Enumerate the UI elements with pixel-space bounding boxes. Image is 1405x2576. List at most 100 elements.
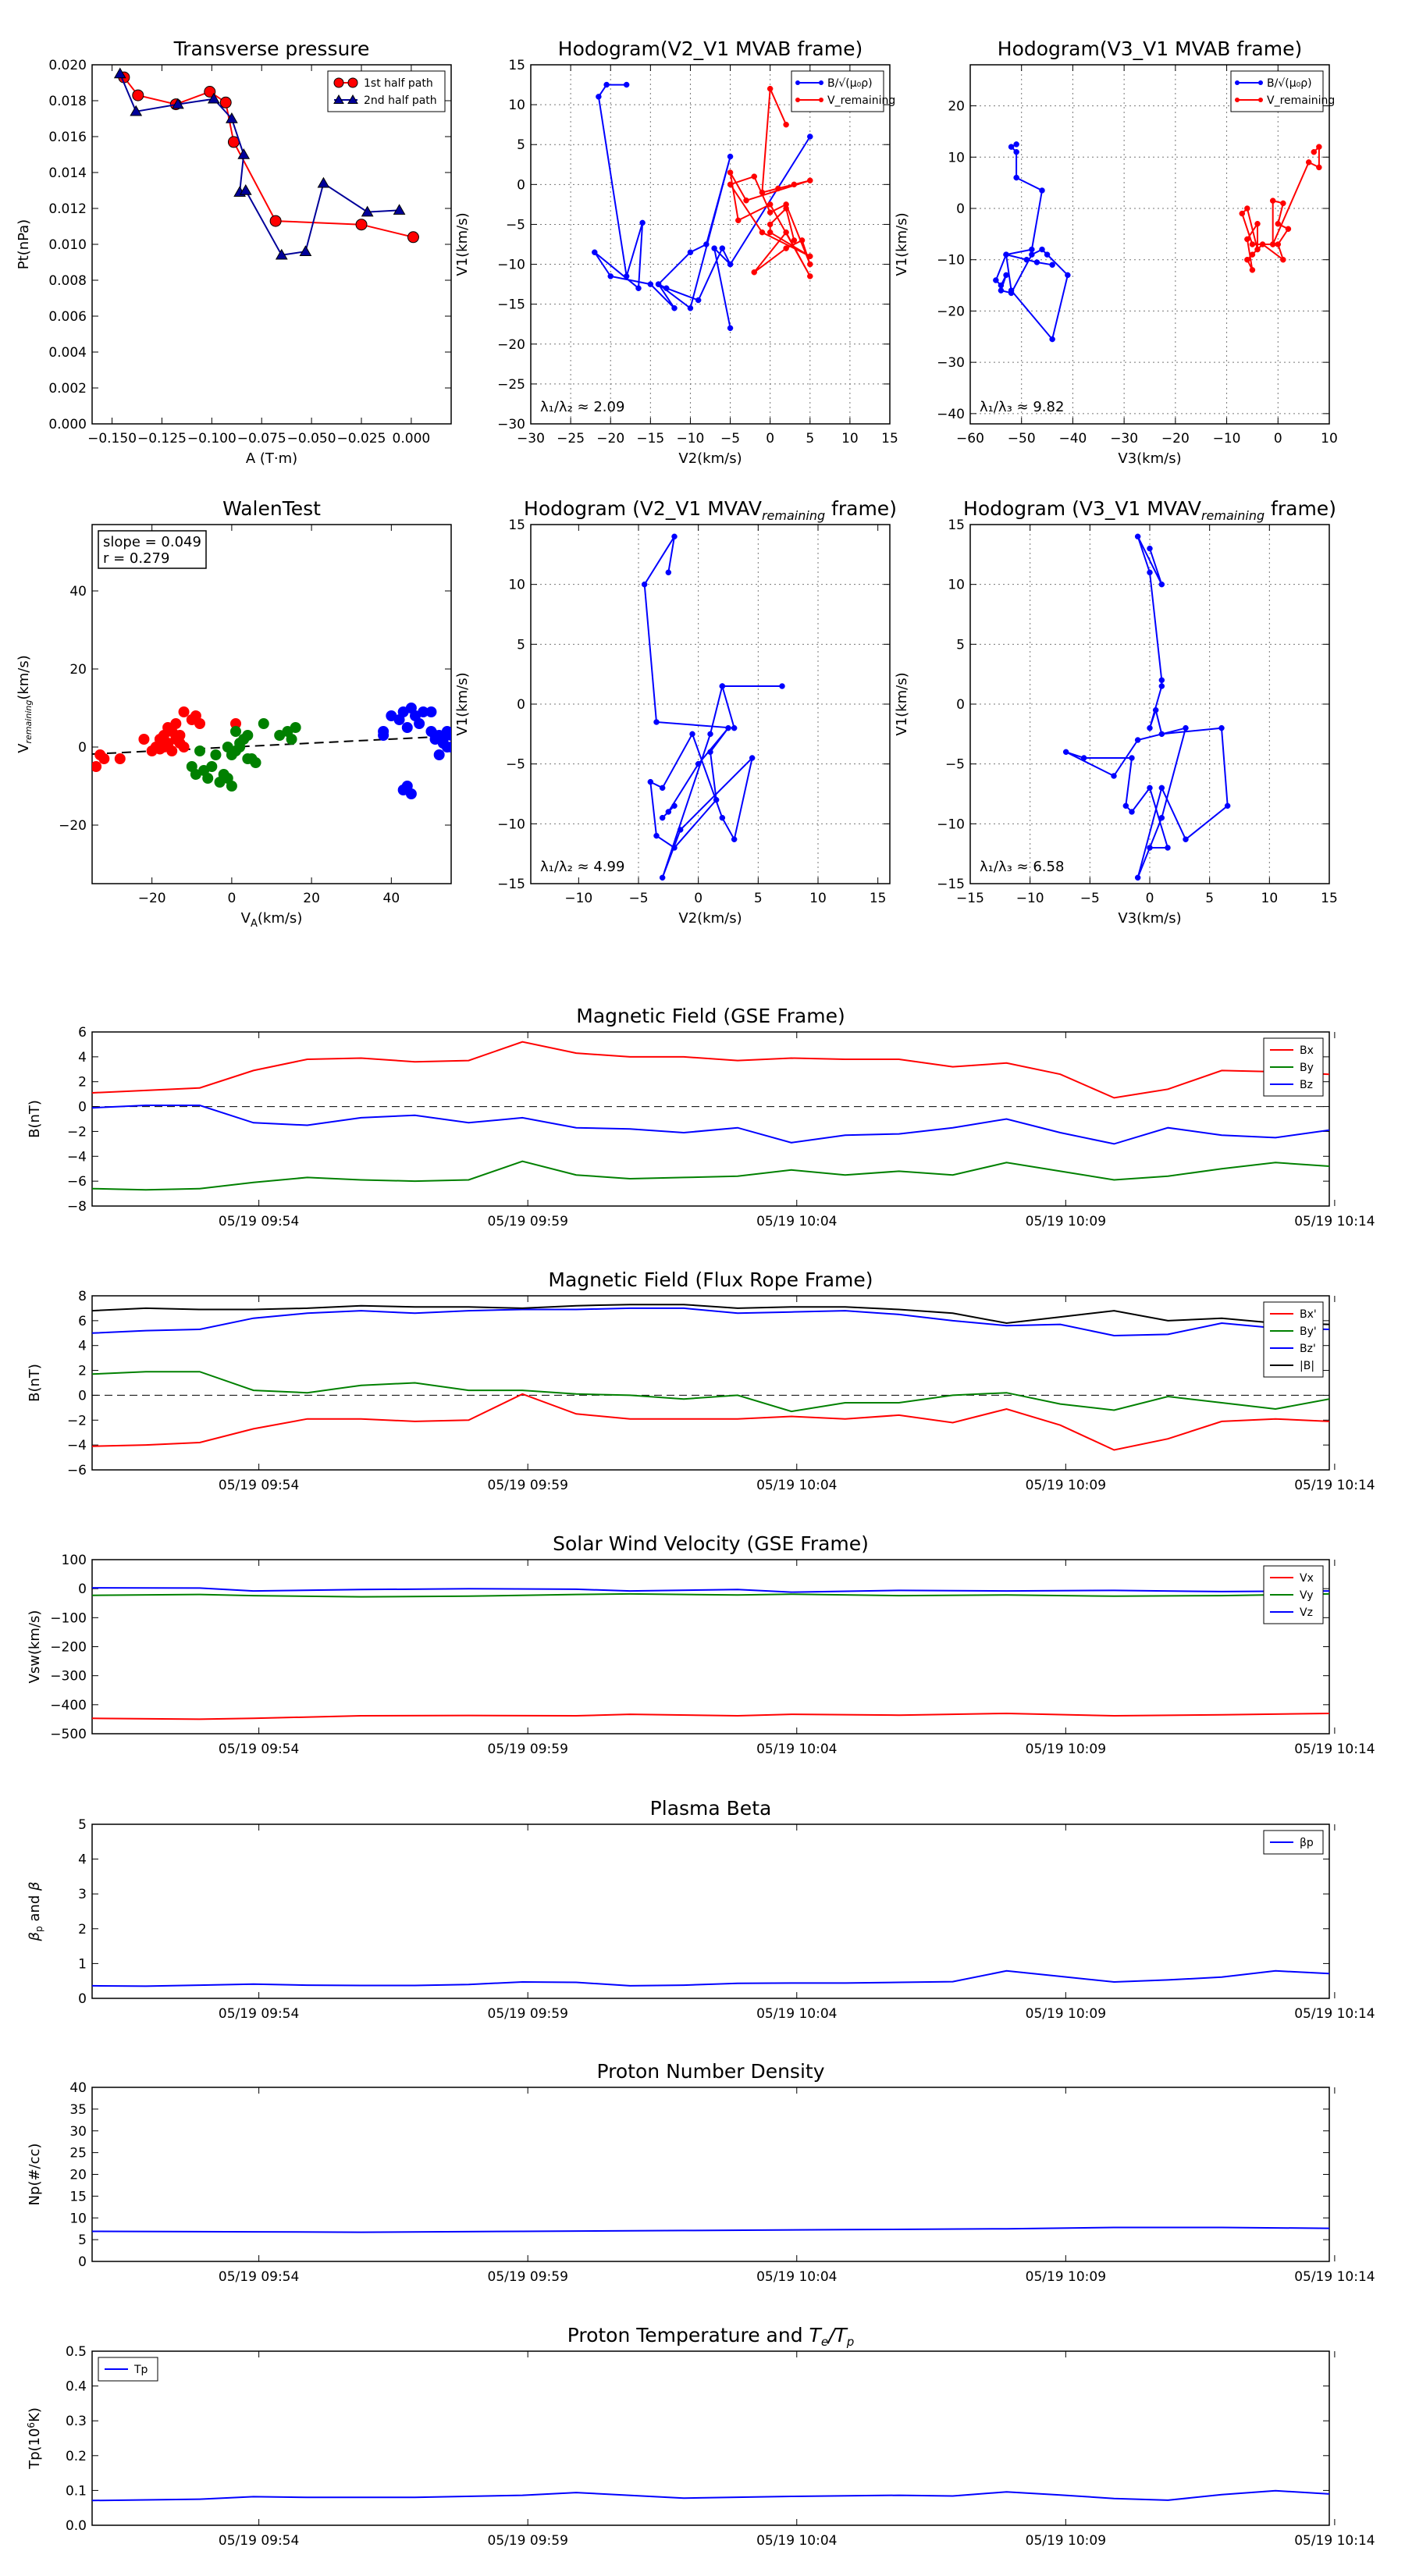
series-p-line (92, 1969, 1329, 1987)
chart-title: Proton Temperature and Te/Tp (567, 2324, 855, 2349)
chart-ts_v: −500 −400 −300 −200 −100 0 100 05/19 09:54 05/19… (27, 1532, 1375, 1757)
series-b-line (593, 84, 811, 329)
data-point (743, 197, 749, 204)
plot-area (92, 1587, 1329, 1720)
plot-area (113, 67, 419, 260)
plot-area (92, 1041, 1329, 1191)
x-tick-label: −5 (628, 891, 648, 906)
data-point (1275, 220, 1282, 227)
data-point (1254, 246, 1261, 253)
data-point (1029, 251, 1035, 258)
data-point (1305, 159, 1312, 165)
x-tick-label: −10 (564, 891, 592, 906)
chart-h2: −40 −30 −20 −10 0 10 20 −60 −50 −40 −30 −20 −10 0 10 Ho… (894, 37, 1338, 467)
data-point (639, 219, 646, 226)
y-tick-label: 2 (78, 1922, 87, 1937)
data-point (1029, 246, 1035, 253)
plot-area (592, 81, 813, 332)
data-point (299, 245, 312, 256)
x-tick-label: −0.100 (187, 431, 237, 447)
data-point (767, 201, 774, 208)
data-point (194, 745, 205, 756)
data-point (735, 217, 742, 224)
y-tick-label: 2 (78, 1364, 87, 1379)
y-tick-label: 0.018 (48, 94, 87, 109)
data-point (204, 86, 216, 98)
y-tick-label: −15 (497, 877, 525, 892)
data-point (1239, 210, 1246, 217)
data-point (433, 749, 445, 760)
y-axis-label: Pt(nPa) (16, 219, 32, 269)
x-tick-label: 05/19 09:59 (488, 1214, 568, 1229)
y-tick-label: 0 (78, 740, 87, 756)
data-point (695, 297, 702, 304)
x-tick-label: −50 (1008, 431, 1036, 447)
data-point (659, 814, 666, 821)
stats-text: r = 0.279 (103, 550, 169, 567)
legend-label: Tp (133, 2364, 148, 2376)
y-tick-label: 1 (78, 1956, 87, 1972)
data-point (775, 185, 781, 192)
data-point (170, 734, 182, 745)
data-point (269, 215, 282, 227)
legend: Bx By Bz (1263, 1037, 1324, 1097)
data-point (1249, 251, 1256, 258)
legend-marker (795, 80, 800, 85)
x-tick-label: 05/19 09:54 (219, 2269, 299, 2285)
x-tick-label: −0.125 (137, 431, 187, 447)
y-tick-label: 4 (78, 1050, 87, 1066)
data-point (719, 683, 726, 689)
data-point (1122, 802, 1129, 809)
data-point (222, 742, 233, 753)
chart-title: Hodogram(V2_V1 MVAB frame) (558, 37, 863, 60)
legend-label: 2nd half path (364, 94, 437, 107)
y-tick-label: 30 (69, 2124, 87, 2140)
legend-label: By' (1300, 1325, 1317, 1338)
chart-title: Hodogram (V3_V1 MVAVremaining frame) (963, 497, 1336, 523)
y-tick-label: 3 (78, 1887, 87, 1902)
axes-frame (530, 64, 891, 425)
data-point (807, 177, 813, 183)
legend-label: B/√(μ₀ρ) (827, 77, 873, 90)
y-tick-label: 10 (948, 578, 965, 593)
data-point (1013, 174, 1019, 181)
x-tick-label: 05/19 09:59 (488, 2533, 568, 2549)
data-point (783, 229, 789, 236)
stats-box (98, 530, 207, 569)
chart-walen: −20 0 20 40 −20 0 20 40 WalenTest VA(km/s) Vremain… (16, 497, 452, 930)
data-point (446, 742, 451, 753)
data-point (707, 749, 713, 756)
data-point (407, 231, 419, 244)
data-point (1316, 144, 1322, 150)
data-point (1134, 737, 1141, 743)
data-point (653, 832, 660, 839)
data-point (1033, 259, 1040, 265)
data-point (993, 277, 999, 283)
eigen-ratio-annotation: λ₁/λ₂ ≈ 2.09 (540, 399, 624, 415)
y-tick-label: 0.012 (48, 201, 87, 217)
data-point (1269, 197, 1276, 204)
y-tick-label: −500 (50, 1727, 87, 1742)
data-point (1003, 272, 1009, 279)
legend: Tp (98, 2357, 158, 2382)
x-tick-label: 05/19 10:14 (1294, 2006, 1375, 2022)
y-axis-label: Tp(106K) (26, 2407, 43, 2470)
y-tick-label: 6 (78, 1314, 87, 1329)
y-tick-label: 0 (956, 201, 965, 217)
data-point (727, 153, 734, 160)
data-point (707, 731, 713, 738)
data-point (1158, 785, 1165, 792)
data-point (791, 237, 798, 244)
data-point (807, 253, 813, 260)
plot-area (92, 1969, 1329, 1987)
y-tick-label: −15 (937, 877, 965, 892)
data-point (1008, 144, 1015, 150)
y-tick-label: 4 (78, 1852, 87, 1868)
plot-area (993, 141, 1322, 343)
x-axis-label: V2(km/s) (678, 450, 742, 467)
data-point (355, 219, 368, 231)
data-point (719, 814, 726, 821)
x-tick-label: 15 (1321, 891, 1338, 906)
data-point (275, 248, 288, 260)
